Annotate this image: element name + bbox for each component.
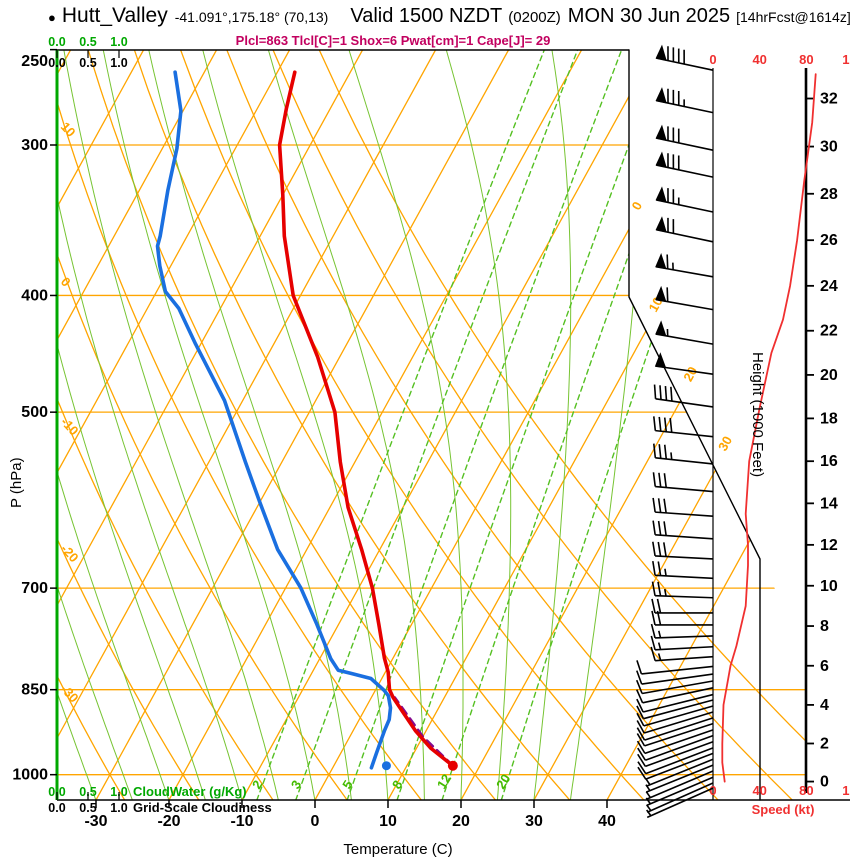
svg-text:2: 2 [820,735,829,752]
valid-time: Valid 1500 NZDT [350,5,503,27]
svg-text:0.0: 0.0 [48,35,65,49]
svg-text:1.0: 1.0 [110,35,127,49]
svg-text:20: 20 [820,367,838,384]
svg-text:80: 80 [799,783,813,798]
station-coordinates: -41.091°,175.18° (70,13) [174,9,329,25]
svg-text:0: 0 [709,52,716,67]
svg-text:40: 40 [752,52,766,67]
svg-text:2: 2 [249,778,266,792]
svg-text:8: 8 [820,618,829,635]
svg-text:3: 3 [288,778,305,792]
svg-text:20: 20 [493,771,513,791]
zulu-time: (0200Z) [508,9,561,26]
svg-text:8: 8 [389,778,406,792]
svg-text:20: 20 [680,364,700,384]
svg-text:0: 0 [820,774,829,791]
cloudwater-axis-title: CloudWater (g/Kg) [133,784,247,799]
svg-text:250: 250 [21,53,48,70]
svg-text:16: 16 [820,453,838,470]
svg-text:0: 0 [311,813,320,830]
height-axis-title: Height (1000 Feet) [749,352,766,478]
svg-text:700: 700 [21,580,48,597]
svg-text:0: 0 [709,783,716,798]
svg-text:500: 500 [21,404,48,421]
svg-text:1.0: 1.0 [110,56,127,70]
svg-text:30: 30 [820,139,838,156]
svg-text:120: 120 [842,783,850,798]
station-name: Hutt_Valley [61,4,168,27]
svg-text:0.0: 0.0 [48,801,65,815]
svg-text:14: 14 [820,495,838,512]
svg-text:12: 12 [820,537,838,554]
svg-text:20: 20 [452,813,470,830]
svg-text:80: 80 [799,52,813,67]
svg-text:4: 4 [820,697,829,714]
speed-axis-title: Speed (kt) [751,802,815,817]
cloudiness-axis-title: Grid-Scale Cloudiness [133,800,272,815]
svg-text:10: 10 [58,119,79,140]
svg-text:0: 0 [629,199,646,213]
svg-text:10: 10 [820,578,838,595]
svg-text:0: 0 [58,274,74,290]
svg-text:40: 40 [752,783,766,798]
svg-text:300: 300 [21,137,48,154]
svg-text:40: 40 [598,813,616,830]
svg-text:1000: 1000 [12,767,48,784]
svg-text:22: 22 [820,323,838,340]
svg-text:10: 10 [379,813,397,830]
svg-text:-20: -20 [58,541,82,565]
svg-text:0.0: 0.0 [48,56,65,70]
svg-text:6: 6 [820,658,829,675]
svg-text:-30: -30 [84,813,107,830]
svg-text:12: 12 [434,771,454,791]
svg-text:-10: -10 [230,813,253,830]
svg-text:5: 5 [339,778,356,792]
svg-text:18: 18 [820,410,838,427]
svg-text:850: 850 [21,682,48,699]
svg-text:26: 26 [820,232,838,249]
pressure-axis-title: P (hPa) [8,457,25,508]
svg-text:30: 30 [715,434,735,454]
svg-text:120: 120 [842,52,850,67]
chart-title: ● Hutt_Valley -41.091°,175.18° (70,13) V… [48,4,850,28]
svg-text:32: 32 [820,91,838,108]
svg-text:0.5: 0.5 [79,56,96,70]
svg-text:0.5: 0.5 [79,801,96,815]
svg-text:1.0: 1.0 [110,801,127,815]
svg-text:30: 30 [525,813,543,830]
svg-text:0.5: 0.5 [79,35,96,49]
svg-text:-20: -20 [157,813,180,830]
svg-text:28: 28 [820,186,838,203]
sounding-indices: Plcl=863 Tlcl[C]=1 Shox=6 Pwat[cm]=1 Cap… [235,33,551,48]
svg-text:400: 400 [21,287,48,304]
forecast-run-info: [14hrFcst@1614z] [736,9,850,25]
valid-date: MON 30 Jun 2025 [567,5,731,27]
station-bullet-icon: ● [48,10,56,25]
temperature-axis-title: Temperature (C) [343,841,453,858]
svg-text:24: 24 [820,278,838,295]
